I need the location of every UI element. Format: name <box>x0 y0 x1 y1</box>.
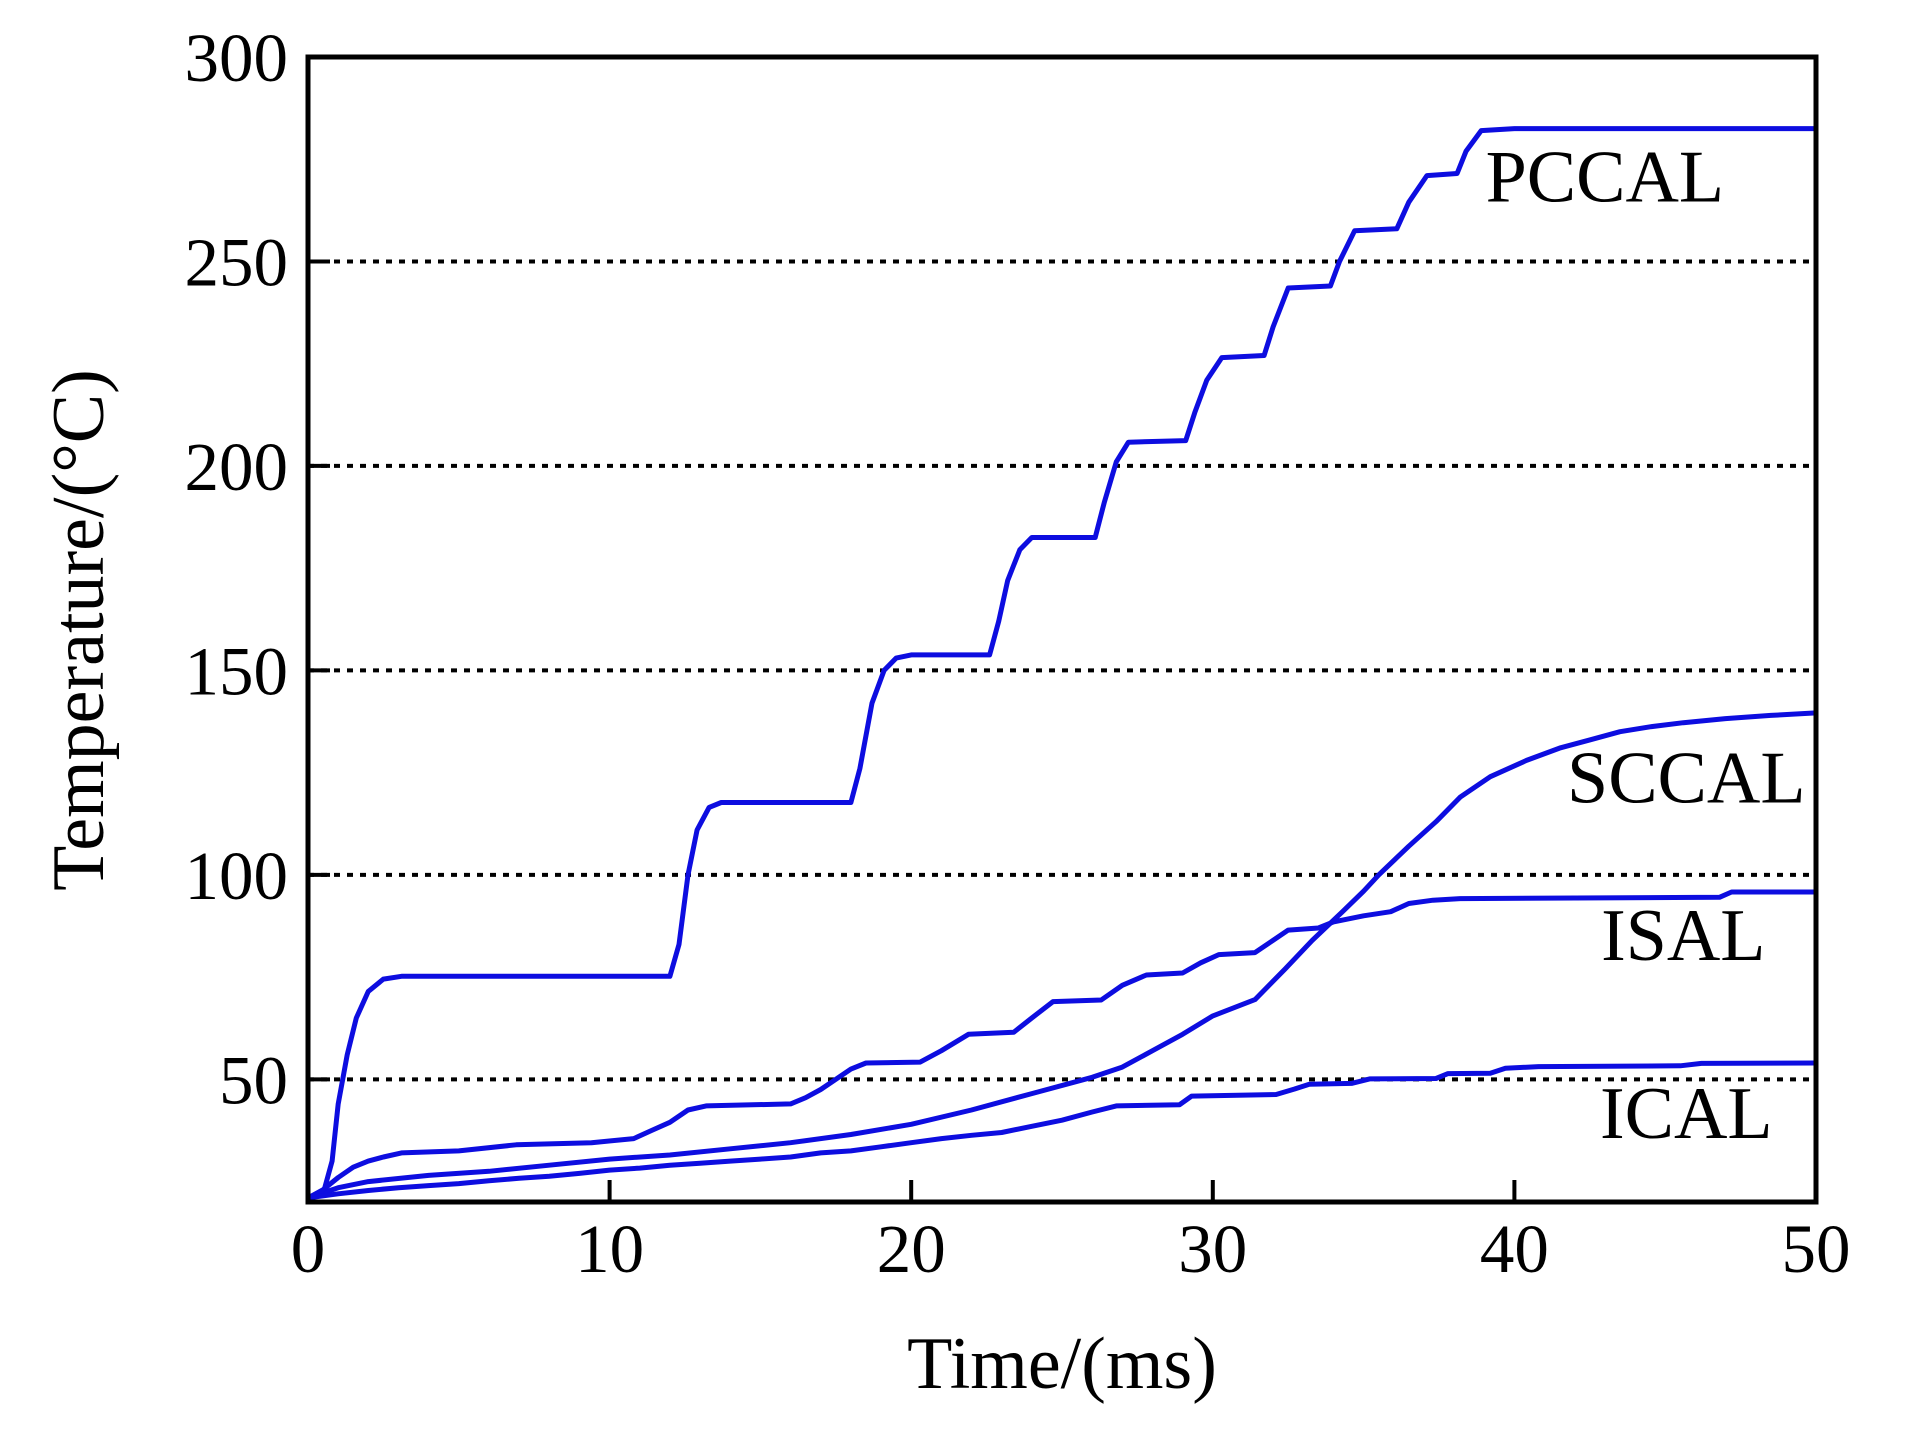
y-axis-title: Temperature/(°C) <box>38 369 120 891</box>
series-line-isal <box>305 889 1819 1201</box>
series-line-sccal <box>305 710 1819 1201</box>
x-tick-label-20: 20 <box>877 1211 946 1287</box>
y-tick-label-250: 250 <box>185 224 289 300</box>
y-tick-label-50: 50 <box>219 1042 288 1118</box>
x-tick-label-50: 50 <box>1782 1211 1851 1287</box>
series-line-ical <box>305 1060 1819 1201</box>
x-axis-title: Time/(ms) <box>907 1323 1217 1405</box>
curve-label-pccal: PCCAL <box>1486 137 1725 219</box>
x-tick-label-10: 10 <box>575 1211 644 1287</box>
x-tick-label-40: 40 <box>1480 1211 1549 1287</box>
curve-label-ical: ICAL <box>1600 1073 1773 1155</box>
axis-ticks <box>306 55 1818 1202</box>
plot-border <box>305 54 1819 1205</box>
series-line-pccal <box>305 126 1819 1201</box>
x-tick-label-30: 30 <box>1178 1211 1247 1287</box>
curve-label-isal: ISAL <box>1601 895 1765 977</box>
y-tick-label-100: 100 <box>185 838 289 914</box>
y-tick-label-150: 150 <box>185 633 289 709</box>
y-tick-label-300: 300 <box>185 20 289 96</box>
gridlines <box>308 259 1816 1082</box>
curve-label-sccal: SCCAL <box>1567 738 1806 820</box>
curve-labels: PCCAL SCCAL ISAL ICAL <box>1486 137 1806 1155</box>
y-tick-label-200: 200 <box>185 429 289 505</box>
x-tick-label-0: 0 <box>291 1211 326 1287</box>
series-lines <box>305 126 1819 1201</box>
tick-labels: 0 10 20 30 40 50 50 100 150 200 250 300 <box>185 20 1851 1287</box>
